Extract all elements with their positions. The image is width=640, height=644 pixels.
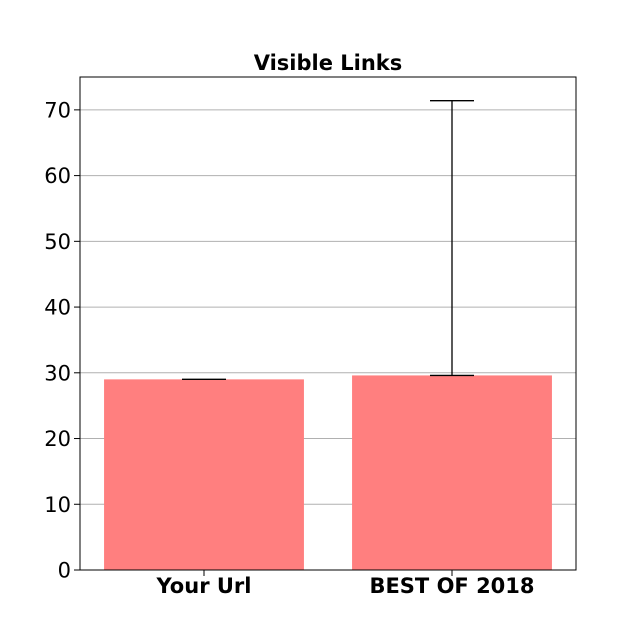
axes [79,76,577,571]
bars [104,375,552,570]
y-tick-label-5: 50 [44,230,71,254]
y-tick-label-4: 40 [44,296,71,320]
x-tick-label-1: BEST OF 2018 [369,574,534,598]
bar-1 [352,375,552,570]
y-axis-ticks: 0 10 20 30 40 50 60 70 [44,98,80,583]
x-axis-ticks: Your Url BEST OF 2018 [156,570,535,598]
bar-0 [104,379,304,570]
y-tick-label-2: 20 [44,427,71,451]
y-tick-label-7: 70 [44,98,71,122]
chart-title: Visible Links [254,51,403,75]
plot-frame [79,76,577,571]
y-tick-label-1: 10 [44,493,71,517]
y-tick-label-3: 30 [44,361,71,385]
y-tick-label-0: 0 [58,559,71,583]
y-tick-label-6: 60 [44,164,71,188]
error-bars [182,100,474,381]
x-tick-label-0: Your Url [156,574,252,598]
